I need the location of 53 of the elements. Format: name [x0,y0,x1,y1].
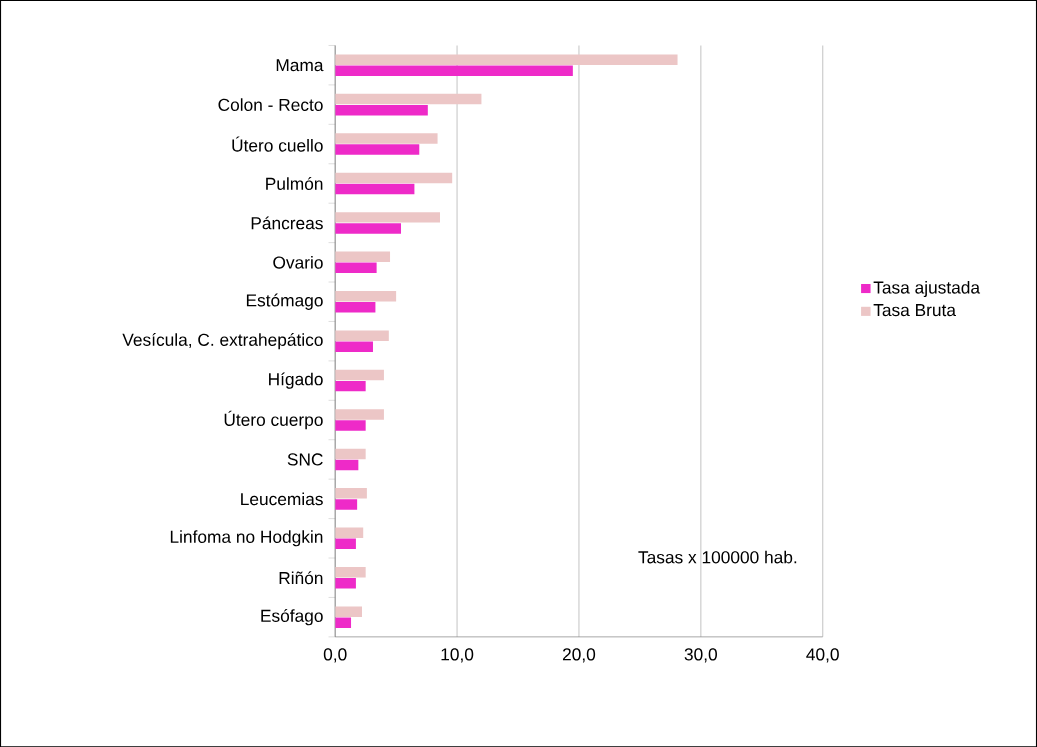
bar [335,262,377,273]
bar [335,487,367,499]
y-tick-label: Mama [276,59,324,72]
annotation: Tasas x 100000 hab. [638,550,797,564]
bar [335,93,482,105]
bar [335,448,366,460]
bar [335,330,389,341]
y-tick-label: Ovario [273,255,323,269]
bar [335,420,366,431]
y-tick-label: Linfoma no Hodgkin [170,530,323,547]
bar [335,301,376,313]
bar [335,617,352,628]
bar [335,183,415,195]
y-tick-label: Colon - Recto [218,98,323,111]
y-tick-label: Útero cuerpo [224,410,323,430]
x-tick-label: 20,0 [562,648,596,663]
y-tick-label: Estómago [246,293,323,310]
y-tick-label: Esófago [261,608,323,626]
bar [335,54,678,65]
y-tick-label: Hígado [269,372,323,389]
bar [335,527,364,538]
legend-label: Tasa ajustada [873,280,981,297]
bar [335,577,356,589]
bar [335,104,428,116]
bar [335,341,373,352]
x-tick-label: 0,0 [323,648,347,663]
x-tick-label: 10,0 [441,648,474,663]
y-tick-label: Riñón [279,571,323,585]
bar [335,65,573,76]
bar [335,133,438,144]
x-tick-label: 30,0 [684,648,717,663]
bar [335,380,366,392]
x-tick-label: 40,0 [806,648,839,663]
y-tick-label: Pulmón [266,176,323,190]
y-tick-label: Útero cuello [232,136,323,152]
bar [335,369,384,381]
bar [335,251,391,262]
bar [335,606,363,617]
y-tick-label: Páncreas [251,216,323,230]
bar [335,499,358,510]
bar [335,566,366,578]
legend-label: Tasa Bruta [873,303,956,317]
bar [335,172,453,184]
y-tick-label: SNC [287,453,323,466]
bar [335,211,441,223]
bar [335,144,420,155]
bar [335,409,384,420]
y-tick-label: Leucemias [241,492,323,506]
bar [335,538,356,549]
bar [335,223,402,234]
y-tick-label: Vesícula, C. extrahepático [122,332,323,350]
bar [335,290,397,302]
bar [335,459,359,471]
